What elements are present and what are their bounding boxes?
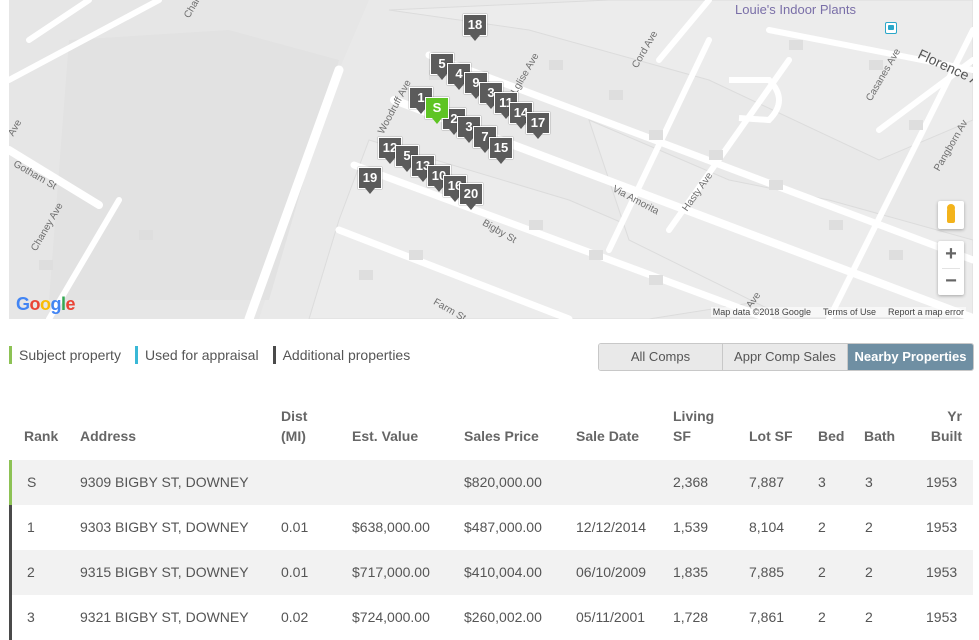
map-marker[interactable]: 19	[358, 167, 382, 194]
table-header: Rank Address Dist (MI) Est. Value Sales …	[9, 398, 973, 460]
map-view[interactable]: Chane Ave Gotham St Chaney Ave Woodruff …	[9, 0, 973, 319]
cell-bath: 2	[865, 609, 873, 625]
properties-table: Rank Address Dist (MI) Est. Value Sales …	[9, 398, 973, 640]
subject-marker[interactable]: S	[425, 97, 449, 124]
pegman-body	[947, 207, 955, 223]
cell-address: 9309 BIGBY ST, DOWNEY	[80, 474, 249, 490]
tab-all-comps[interactable]: All Comps	[599, 344, 723, 370]
legend-subject-property: Subject property	[9, 346, 121, 364]
cell-yr-built: 1953	[926, 474, 958, 490]
cell-lot-sf: 7,887	[749, 474, 785, 490]
cell-yr-built: 1953	[926, 564, 958, 580]
map-marker[interactable]: 20	[459, 183, 483, 210]
cell-sales-price: $487,000.00	[464, 519, 542, 535]
cell-yr-built: 1953	[926, 609, 958, 625]
col-est-value[interactable]: Est. Value	[352, 428, 419, 444]
col-sales-price[interactable]: Sales Price	[464, 428, 539, 444]
cell-sale-date: 06/10/2009	[576, 564, 647, 580]
col-lot-sf[interactable]: Lot SF	[749, 428, 793, 444]
pegman-icon[interactable]	[938, 201, 964, 229]
col-yr-built[interactable]: Yr Built	[930, 406, 962, 446]
terms-of-use-link[interactable]: Terms of Use	[822, 307, 876, 317]
col-dist-line2: (MI)	[281, 428, 306, 444]
cell-bed: 2	[818, 519, 826, 535]
google-logo-letter: g	[50, 294, 62, 314]
zoom-control: + −	[938, 241, 964, 295]
cell-living-sf: 2,368	[673, 474, 709, 490]
col-yr-line1: Yr	[947, 408, 962, 424]
map-data-attribution: Map data ©2018 Google	[712, 307, 811, 317]
cell-lot-sf: 8,104	[749, 519, 785, 535]
cell-address: 9303 BIGBY ST, DOWNEY	[80, 519, 249, 535]
cell-living-sf: 1,539	[673, 519, 709, 535]
col-address[interactable]: Address	[80, 428, 137, 444]
tab-nearby-properties[interactable]: Nearby Properties	[848, 344, 973, 370]
cell-est-value: $724,000.00	[352, 609, 430, 625]
legend-used-for-appraisal: Used for appraisal	[134, 346, 259, 364]
cell-bath: 3	[865, 474, 873, 490]
google-logo-letter: o	[29, 294, 41, 314]
cell-dist: 0.01	[281, 519, 309, 535]
map-footer: Map data ©2018 Google Terms of Use Repor…	[710, 307, 966, 317]
col-bed[interactable]: Bed	[818, 428, 845, 444]
google-logo-letter: l	[61, 294, 66, 314]
table-row[interactable]: 2 9315 BIGBY ST, DOWNEY 0.01 $717,000.00…	[9, 550, 973, 595]
report-map-error-link[interactable]: Report a map error	[887, 307, 964, 317]
tab-appr-comp-sales[interactable]: Appr Comp Sales	[723, 344, 848, 370]
cell-est-value: $717,000.00	[352, 564, 430, 580]
map-legend: Subject property Used for appraisal Addi…	[9, 346, 410, 364]
google-logo-letter: o	[40, 294, 51, 314]
cell-rank: 2	[27, 564, 35, 580]
cell-sale-date: 05/11/2001	[576, 609, 646, 625]
cell-bath: 2	[865, 519, 873, 535]
cell-dist: 0.02	[281, 609, 309, 625]
cell-sales-price: $260,002.00	[464, 609, 542, 625]
col-rank[interactable]: Rank	[24, 428, 59, 444]
map-base	[9, 0, 973, 319]
map-marker[interactable]: 18	[463, 14, 487, 41]
google-logo[interactable]: Google	[16, 294, 76, 315]
comps-tab-group: All Comps Appr Comp Sales Nearby Propert…	[598, 343, 974, 371]
table-row[interactable]: 3 9321 BIGBY ST, DOWNEY 0.02 $724,000.00…	[9, 595, 973, 640]
col-bath[interactable]: Bath	[864, 428, 896, 444]
cell-address: 9315 BIGBY ST, DOWNEY	[80, 564, 249, 580]
col-living-sf[interactable]: Living SF	[673, 406, 714, 446]
cell-dist: 0.01	[281, 564, 309, 580]
cell-bed: 2	[818, 609, 826, 625]
table-row[interactable]: S 9309 BIGBY ST, DOWNEY $820,000.00 2,36…	[9, 460, 973, 505]
cell-living-sf: 1,835	[673, 564, 709, 580]
cell-bed: 3	[818, 474, 826, 490]
cell-rank: 1	[27, 519, 35, 535]
cell-bed: 2	[818, 564, 826, 580]
cell-sales-price: $820,000.00	[464, 474, 542, 490]
col-living-line2: SF	[673, 428, 691, 444]
cell-living-sf: 1,728	[673, 609, 709, 625]
transit-icon[interactable]	[885, 22, 897, 34]
col-living-line1: Living	[673, 408, 715, 424]
map-marker[interactable]: 17	[526, 112, 550, 139]
cell-yr-built: 1953	[926, 519, 958, 535]
zoom-in-button[interactable]: +	[945, 243, 957, 265]
legend-additional-properties: Additional properties	[272, 346, 410, 364]
col-dist[interactable]: Dist (MI)	[281, 406, 307, 446]
cell-sale-date: 12/12/2014	[576, 519, 647, 535]
cell-lot-sf: 7,885	[749, 564, 785, 580]
col-sale-date[interactable]: Sale Date	[576, 428, 640, 444]
google-logo-letter: G	[16, 294, 30, 314]
cell-rank: 3	[27, 609, 35, 625]
cell-rank: S	[27, 474, 37, 490]
google-logo-letter: e	[65, 294, 76, 314]
cell-lot-sf: 7,861	[749, 609, 785, 625]
zoom-divider	[942, 268, 960, 269]
col-yr-line2: Built	[930, 428, 962, 444]
map-marker[interactable]: 15	[489, 137, 513, 164]
col-dist-line1: Dist	[281, 408, 308, 424]
cell-est-value: $638,000.00	[352, 519, 430, 535]
poi-label[interactable]: Louie's Indoor Plants	[735, 2, 857, 17]
table-row[interactable]: 1 9303 BIGBY ST, DOWNEY 0.01 $638,000.00…	[9, 505, 973, 550]
zoom-out-button[interactable]: −	[945, 270, 957, 292]
cell-bath: 2	[865, 564, 873, 580]
cell-address: 9321 BIGBY ST, DOWNEY	[80, 609, 249, 625]
cell-sales-price: $410,004.00	[464, 564, 542, 580]
